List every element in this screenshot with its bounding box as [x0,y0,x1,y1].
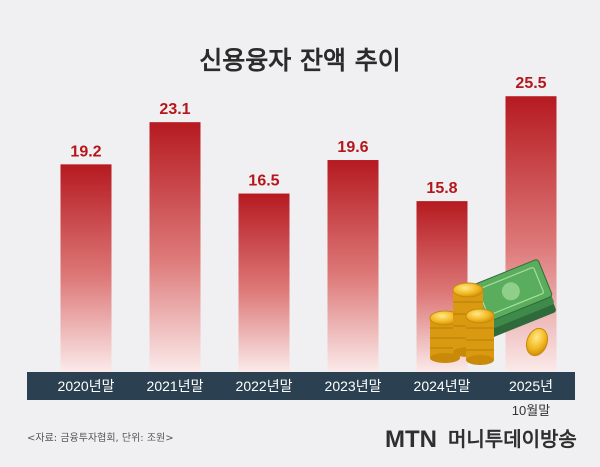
value-label-3: 19.6 [337,139,368,156]
bars-layer: 19.2 23.1 16.5 19.6 15.8 25.5 [60,75,557,372]
brand-logo-name: 머니투데이방송 [448,427,577,451]
bar-0 [60,164,112,372]
category-label-3: 2023년말 [325,378,382,394]
category-sublabel-5: 10월말 [512,403,550,418]
category-label-2: 2022년말 [236,378,293,394]
category-axis-band [27,372,575,400]
value-label-0: 19.2 [70,143,101,160]
category-label-0: 2020년말 [58,378,115,394]
category-label-5: 2025년 [509,378,553,394]
category-label-4: 2024년말 [414,378,471,394]
bar-5 [505,96,557,372]
bar-2 [238,193,290,372]
bar-3 [327,160,379,372]
value-label-4: 15.8 [426,180,457,197]
coins-and-cash-icon [429,259,556,365]
value-label-1: 23.1 [159,101,190,118]
value-label-5: 25.5 [515,75,546,92]
chart-title: 신용융자 잔액 추이 [199,46,400,75]
brand-logo-mtn: MTN [385,426,437,453]
category-label-1: 2021년말 [147,378,204,394]
bar-1 [149,122,201,372]
source-note: <자료: 금융투자협회, 단위: 조원> [27,431,174,444]
value-label-2: 16.5 [248,173,279,190]
category-labels: 2020년말 2021년말 2022년말 2023년말 2024년말 2025년 10월말 [58,378,553,418]
